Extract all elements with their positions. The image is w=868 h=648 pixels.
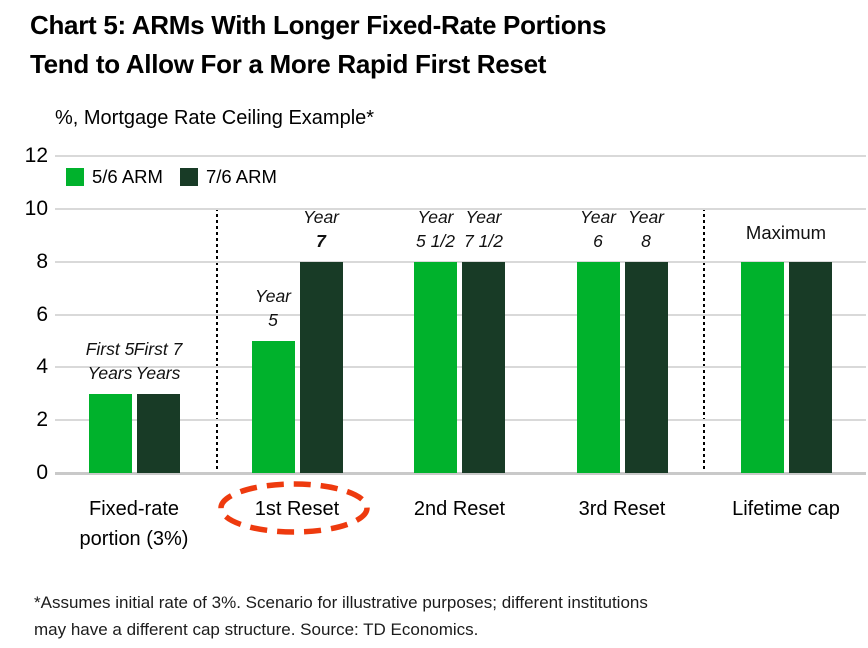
bar-7-6-arm-2nd-reset [462,261,505,473]
y-axis-title: %, Mortgage Rate Ceiling Example* [55,107,375,129]
bar-7-6-arm-1st-reset [299,261,343,473]
chart-title-line-1: Chart 5: ARMs With Longer Fixed-Rate Por… [30,10,607,40]
highlight-ellipse [218,481,370,535]
chart-title-line-2: Tend to Allow For a More Rapid First Res… [30,49,547,79]
group-label-maximum: Maximum [745,221,827,243]
bar-label-5-6-arm-fixed-rate-portion-3: First 5 Years [85,338,135,383]
footnote: *Assumes initial rate of 3%. Scenario fo… [34,589,648,643]
y-tick-label-0: 0 [36,461,48,484]
y-tick-label-6: 6 [36,302,48,326]
y-tick-label-10: 10 [24,196,48,220]
bar-5-6-arm-1st-reset [251,340,295,473]
gridline-6 [55,313,866,316]
gridline-12 [55,155,866,157]
legend-label-5-6-arm: 5/6 ARM [92,166,163,187]
y-tick-label-12: 12 [24,144,48,167]
legend-item-5-6-arm: 5/6 ARM [66,166,163,188]
legend-swatch-7-6-arm-icon [179,168,198,186]
bar-label-5-6-arm-2nd-reset: Year 5 1/2 [416,206,455,251]
bar-label-5-6-arm-1st-reset: Year 5 [255,285,291,330]
legend-item-7-6-arm: 7/6 ARM [179,166,277,188]
legend-label-7-6-arm: 7/6 ARM [205,166,277,187]
x-axis-label-1st-reset: 1st Reset [254,498,340,520]
dotted-separator-line-1 [216,208,218,473]
gridline-10 [55,207,866,210]
footnote-line-1: *Assumes initial rate of 3%. Scenario fo… [34,593,648,612]
gridline-8 [55,260,866,263]
bar-7-6-arm-lifetime-cap [788,261,832,473]
footnote-line-2: may have a different cap structure. Sour… [34,620,479,639]
legend: 5/6 ARM 7/6 ARM [66,166,277,188]
x-axis-label-fixed-rate-portion-3: Fixed-rate portion (3%) [79,498,189,550]
gridline-2 [55,419,866,422]
legend-swatch-5-6-arm-icon [66,168,84,186]
y-tick-label-4: 4 [36,355,48,379]
bar-5-6-arm-fixed-rate-portion-3 [88,393,132,473]
bar-5-6-arm-3rd-reset [576,261,620,473]
bar-label-7-6-arm-1st-reset: Year 7 [303,206,339,251]
x-axis-label-3rd-reset: 3rd Reset [578,498,666,520]
bar-label-7-6-arm-2nd-reset: Year 7 1/2 [464,206,503,251]
gridline-0 [55,472,866,475]
y-tick-label-2: 2 [36,408,48,432]
chart-title: Chart 5: ARMs With Longer Fixed-Rate Por… [30,6,606,84]
gridline-4 [55,366,866,369]
x-axis-label-lifetime-cap: Lifetime cap [732,498,840,520]
bar-7-6-arm-fixed-rate-portion-3 [136,393,180,473]
bar-label-7-6-arm-3rd-reset: Year 8 [628,206,664,251]
dotted-separator-line-2 [703,208,705,473]
x-axis-label-2nd-reset: 2nd Reset [413,498,506,520]
bar-5-6-arm-lifetime-cap [740,261,784,473]
bar-label-5-6-arm-3rd-reset: Year 6 [580,206,616,251]
y-tick-label-8: 8 [36,249,48,273]
bar-label-7-6-arm-fixed-rate-portion-3: First 7 Years [133,338,183,383]
bar-7-6-arm-3rd-reset [624,261,668,473]
bar-5-6-arm-2nd-reset [414,261,457,473]
